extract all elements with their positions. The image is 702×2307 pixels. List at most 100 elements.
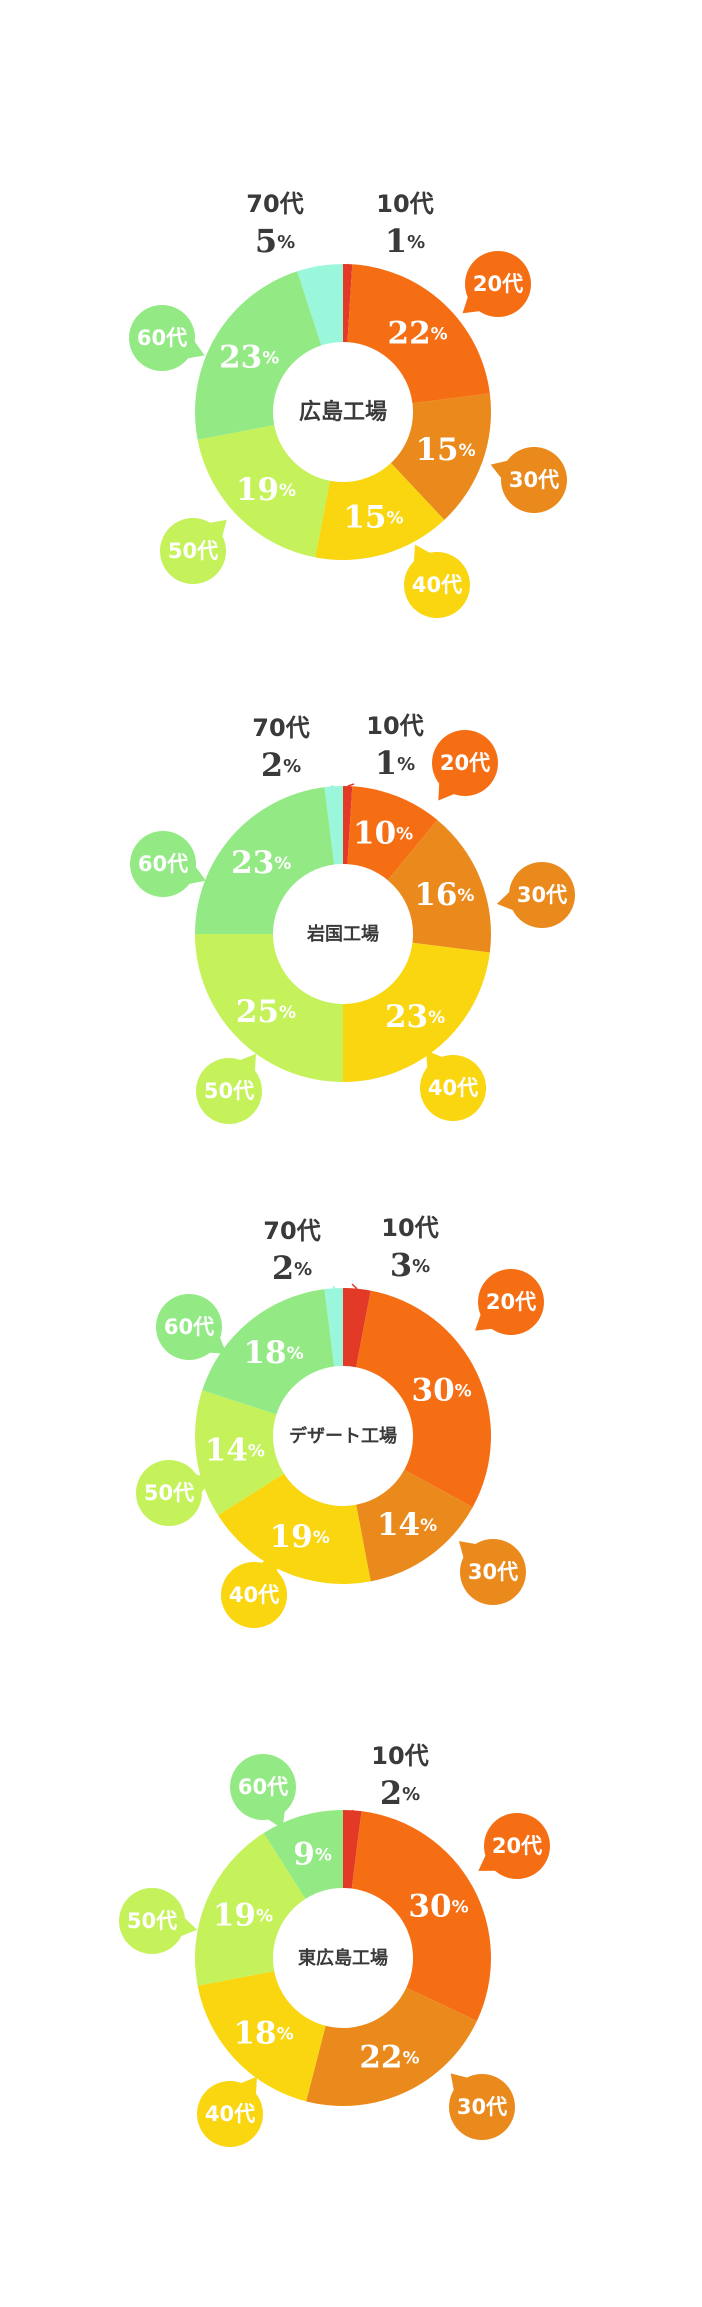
age-label-20s: 20代 — [473, 272, 523, 296]
percent-label-50s-value: 25 — [236, 994, 279, 1030]
percent-label-40s: 19% — [270, 1519, 330, 1555]
leader-line-10s — [347, 263, 353, 271]
age-label-20s: 20代 — [492, 1834, 542, 1858]
percent-label-20s: 10% — [353, 815, 413, 851]
slice-30s — [390, 393, 491, 520]
factory-title: 東広島工場 — [298, 1947, 388, 1969]
factory-title: 広島工場 — [299, 399, 387, 425]
age-bubble-30s: 30代 — [496, 862, 575, 928]
percent-label-50s: 19% — [213, 1897, 273, 1933]
slice-30s — [387, 819, 491, 953]
age-bubble-20s: 20代 — [432, 730, 498, 801]
slice-20s — [351, 1811, 492, 2022]
percent-label-20s-unit: % — [455, 1382, 472, 1402]
bubble-circle — [501, 447, 567, 513]
age-bubble-20s: 20代 — [478, 1813, 550, 1879]
percent-label-20s: 30% — [408, 1888, 468, 1924]
age-bubble-40s: 40代 — [221, 1554, 287, 1628]
bubble-circle — [478, 1269, 544, 1335]
percent-label-10s: 2% — [380, 1774, 420, 1812]
bubble-circle — [420, 1055, 486, 1121]
charts-root: 10代1%22%20代15%30代15%40代19%50代23%60代70代5%… — [119, 190, 575, 2147]
percent-label-50s-value: 19 — [236, 472, 279, 508]
age-label-30s: 30代 — [517, 883, 567, 907]
percent-label-70s-value: 2 — [261, 746, 283, 784]
percent-label-60s: 23% — [231, 844, 291, 880]
percent-label-60s-value: 23 — [231, 844, 274, 880]
percent-label-30s-unit: % — [420, 1516, 437, 1536]
slice-40s — [343, 942, 490, 1082]
percent-label-10s-unit: % — [412, 1256, 430, 1277]
slice-30s — [306, 1987, 477, 2106]
age-bubble-50s: 50代 — [119, 1888, 198, 1954]
percent-label-20s-unit: % — [452, 1897, 469, 1917]
age-bubble-40s: 40代 — [404, 544, 470, 618]
bubble-circle — [130, 831, 196, 897]
slice-10s — [343, 1288, 371, 1368]
age-label-50s: 50代 — [168, 539, 218, 563]
donut-chart-3: 10代3%30%20代14%30代19%40代14%50代18%60代70代2%… — [136, 1214, 544, 1628]
slice-20s — [347, 786, 438, 881]
bubble-circle — [221, 1562, 287, 1628]
percent-label-10s: 3% — [390, 1246, 430, 1284]
percent-label-10s: 1% — [385, 222, 425, 260]
leader-line-70s — [311, 265, 321, 273]
age-bubble-30s: 30代 — [449, 2073, 515, 2140]
bubble-circle — [509, 862, 575, 928]
age-label-30s: 30代 — [457, 2095, 507, 2119]
percent-label-50s: 19% — [236, 472, 296, 508]
age-label-60s: 60代 — [137, 326, 187, 350]
percent-label-10s-value: 1 — [385, 222, 407, 260]
age-bubble-60s: 60代 — [230, 1754, 296, 1829]
percent-label-10s: 1% — [375, 744, 415, 782]
percent-label-20s-unit: % — [396, 825, 413, 845]
slice-50s — [197, 425, 330, 558]
slice-70s — [297, 264, 343, 346]
percent-label-40s-unit: % — [313, 1528, 330, 1548]
percent-label-10s-unit: % — [407, 232, 425, 253]
percent-label-40s-value: 15 — [343, 499, 386, 535]
age-label-30s: 30代 — [468, 1560, 518, 1584]
percent-label-40s-unit: % — [386, 509, 403, 529]
age-label-50s: 50代 — [204, 1079, 254, 1103]
bubble-circle — [484, 1813, 550, 1879]
percent-label-40s-unit: % — [277, 2025, 294, 2045]
bubble-circle — [156, 1294, 222, 1360]
leader-line-10s — [351, 1283, 358, 1290]
bubble-circle — [160, 518, 226, 584]
percent-label-40s: 15% — [343, 499, 403, 535]
percent-label-40s-value: 18 — [233, 2015, 276, 2051]
percent-label-70s: 2% — [261, 746, 301, 784]
percent-label-20s-value: 30 — [412, 1372, 455, 1408]
slice-40s — [197, 1971, 326, 2102]
age-bubble-20s: 20代 — [462, 251, 531, 317]
percent-label-50s-unit: % — [248, 1442, 265, 1462]
age-label-50s: 50代 — [127, 1909, 177, 1933]
age-bubble-30s: 30代 — [458, 1539, 526, 1605]
percent-label-40s-value: 23 — [385, 998, 428, 1034]
slice-20s — [347, 264, 490, 404]
percent-label-70s-unit: % — [294, 1259, 312, 1280]
slice-10s — [343, 786, 353, 865]
percent-label-60s: 18% — [243, 1335, 303, 1371]
age-label-20s: 20代 — [486, 1290, 536, 1314]
bubble-circle — [129, 305, 195, 371]
age-bubble-50s: 50代 — [196, 1053, 262, 1124]
percent-label-20s: 30% — [412, 1372, 472, 1408]
percent-label-10s-unit: % — [402, 1784, 420, 1805]
percent-label-30s-value: 22 — [359, 2039, 402, 2075]
age-bubble-20s: 20代 — [475, 1269, 544, 1335]
percent-label-70s-value: 2 — [272, 1249, 294, 1287]
percent-label-60s-unit: % — [274, 854, 291, 874]
percent-label-30s: 16% — [414, 876, 474, 912]
percent-label-30s-unit: % — [457, 886, 474, 906]
slice-60s — [195, 787, 335, 934]
age-bubble-60s: 60代 — [130, 831, 206, 897]
bubble-circle — [136, 1460, 202, 1526]
age-bubble-40s: 40代 — [197, 2076, 263, 2147]
percent-label-50s-value: 19 — [213, 1897, 256, 1933]
percent-label-70s: 5% — [255, 222, 295, 260]
slice-10s — [343, 264, 353, 343]
